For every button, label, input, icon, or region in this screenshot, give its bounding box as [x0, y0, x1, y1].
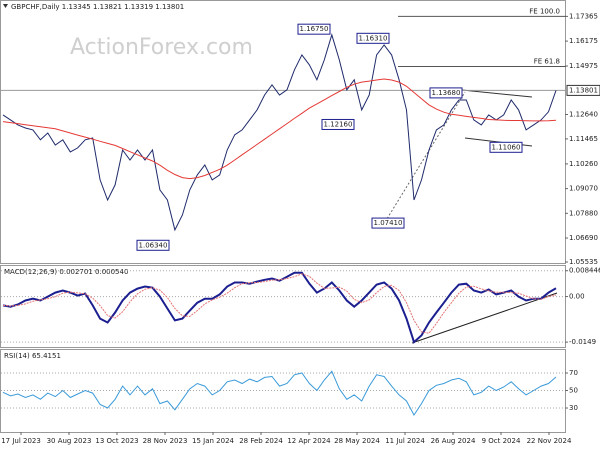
- title-icon: [3, 4, 8, 8]
- annotation-box: [429, 87, 463, 99]
- y-tick-label: 30: [569, 404, 578, 412]
- macd-title: MACD(12,26,9) 0.002701 0.000540: [4, 268, 128, 276]
- series-line: [2, 370, 557, 416]
- chart-title: GBPCHF,Daily 1.13345 1.13821 1.13319 1.1…: [11, 3, 184, 11]
- series-line: [2, 78, 557, 180]
- annotation-box: [356, 32, 390, 44]
- y-tick-label: 1.11465: [569, 135, 598, 143]
- annotation-box: [371, 217, 405, 229]
- y-tick-label: 1.16175: [569, 37, 598, 45]
- price-panel: [0, 0, 566, 264]
- annotation-box: [489, 141, 523, 153]
- x-tick-label: 12 Apr 2024: [287, 437, 331, 445]
- x-tick-label: 28 Nov 2023: [143, 437, 188, 445]
- last-price-box: [566, 84, 600, 96]
- series-line: [2, 273, 557, 334]
- series-line: [2, 33, 557, 232]
- x-tick-label: 22 Nov 2024: [527, 437, 572, 445]
- annotation-label: 1.12160: [324, 120, 353, 128]
- last-price-label: 1.13801: [569, 86, 598, 94]
- annotation-label: 1.07410: [374, 219, 403, 227]
- fe-label: FE 100.0: [529, 7, 560, 15]
- macd-trendline: [411, 292, 558, 344]
- annotation-label: 1.16310: [359, 34, 388, 42]
- y-tick-label: -0.0149: [569, 338, 596, 346]
- annotation-box: [136, 239, 170, 251]
- y-tick-label: 1.10260: [569, 160, 598, 168]
- rsi-title: RSI(14) 65.4151: [4, 352, 61, 360]
- annotation-label: 1.06340: [139, 241, 168, 249]
- series-line: [2, 271, 557, 344]
- watermark: ActionForex.com: [70, 35, 253, 60]
- x-tick-label: 9 Oct 2024: [482, 437, 521, 445]
- x-tick-label: 26 Aug 2024: [431, 437, 476, 445]
- x-tick-label: 11 Jul 2024: [385, 437, 425, 445]
- x-tick-label: 28 Feb 2024: [239, 437, 283, 445]
- annotation-box: [297, 23, 331, 35]
- annotation-label: 1.13680: [432, 89, 461, 97]
- fe-label: FE 61.8: [534, 58, 560, 66]
- annotation-label: 1.11060: [492, 143, 521, 151]
- annotation-box: [321, 118, 355, 130]
- y-tick-label: 0.00: [569, 293, 585, 301]
- y-tick-label: 1.06690: [569, 234, 598, 242]
- x-tick-label: 13 Oct 2023: [95, 437, 138, 445]
- y-tick-label: 0.008446: [569, 267, 600, 275]
- y-tick-label: 70: [569, 369, 578, 377]
- y-tick-label: 50: [569, 387, 578, 395]
- y-tick-label: 1.07880: [569, 209, 598, 217]
- y-tick-label: 1.14975: [569, 62, 598, 70]
- y-tick-label: 1.09070: [569, 185, 598, 193]
- macd-panel: [0, 265, 566, 348]
- channel-top: [461, 89, 533, 98]
- x-tick-label: 30 Aug 2023: [47, 437, 92, 445]
- x-tick-label: 17 Jul 2023: [1, 437, 41, 445]
- annotation-label: 1.16750: [300, 25, 329, 33]
- y-tick-label: 1.12640: [569, 110, 598, 118]
- x-tick-label: 15 Jan 2024: [192, 437, 235, 445]
- fib-line: [384, 91, 466, 223]
- y-tick-label: 1.05535: [569, 258, 598, 266]
- y-tick-label: 1.17365: [569, 12, 598, 20]
- x-tick-label: 28 May 2024: [334, 437, 380, 445]
